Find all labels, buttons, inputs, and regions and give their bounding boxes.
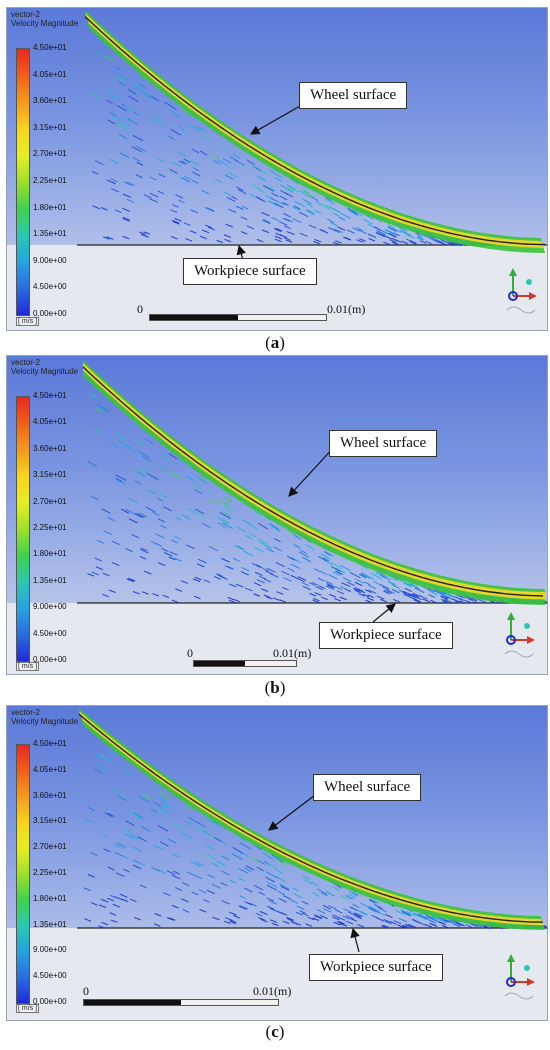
panel-a: vector-2 Velocity Magnitude 4.50e+01 4.05…	[6, 7, 548, 331]
scale-bar-start-b: 0	[187, 646, 193, 660]
legend-tick-label: 2.25e+01	[33, 176, 67, 185]
legend-tick-label: 2.70e+01	[33, 496, 67, 506]
legend-tick-label: 4.50e+01	[33, 43, 67, 52]
legend-tick-label: 1.80e+01	[33, 202, 67, 212]
caption-a: (a)	[265, 333, 285, 352]
legend-tick-label: 9.00e+00	[33, 945, 67, 955]
wheel-surface-label-a: Wheel surface	[299, 82, 408, 109]
wheel-band-outer	[83, 360, 545, 605]
wheel-surface-label-c: Wheel surface	[313, 774, 422, 801]
velocity-field-c	[7, 708, 547, 1020]
legend-tick-label: 0.00e+00	[33, 309, 67, 318]
legend-tick-label: 4.50e+00	[33, 628, 67, 638]
wheel-callout-arrow	[249, 101, 308, 135]
wheel-callout-arrow	[268, 791, 320, 831]
legend-subtitle-c: Velocity Magnitude	[11, 717, 79, 726]
caption-b: (b)	[264, 678, 286, 697]
color-legend-bar-a	[16, 48, 30, 316]
legend-tick-label: 4.05e+01	[33, 417, 67, 427]
legend-tick-label: 1.35e+01	[33, 919, 67, 929]
legend-unit-a: [ m/s ]	[16, 317, 40, 326]
legend-tick-label: 4.05e+01	[33, 764, 67, 774]
legend-tick-label: 1.80e+01	[33, 549, 67, 559]
scale-bar-end-c: 0.01(m)	[253, 984, 292, 998]
color-legend-bar-b	[16, 396, 30, 662]
scale-bar-end-b: 0.01(m)	[273, 646, 312, 660]
legend-tick-label: 2.70e+01	[33, 149, 67, 159]
wheel-band-outer	[79, 708, 545, 930]
scale-bar-start-c: 0	[83, 984, 89, 998]
legend-tick-label: 2.70e+01	[33, 842, 67, 852]
wheel-band-inner	[85, 13, 545, 248]
workpiece-surface-label-a: Workpiece surface	[183, 258, 317, 285]
axis-triad-icon-a	[506, 268, 537, 314]
workpiece-region	[7, 928, 547, 1020]
legend-title-c: vector-2	[11, 708, 40, 717]
scale-bar-c	[83, 999, 279, 1006]
wheel-surface-label-b: Wheel surface	[329, 430, 438, 457]
workpiece-callout-arrow	[350, 927, 360, 953]
wheel-surface-line	[84, 16, 546, 246]
scale-bar-b	[193, 660, 297, 667]
workpiece-callout-arrow	[372, 603, 396, 623]
legend-tick-label: 4.50e+00	[33, 971, 67, 981]
legend-unit-b: [ m/s ]	[16, 662, 40, 671]
legend-tick-label: 2.25e+01	[33, 523, 67, 532]
legend-unit-c: [ m/s ]	[16, 1004, 40, 1013]
axis-triad-icon-b	[504, 612, 535, 658]
velocity-field-b	[7, 360, 547, 674]
scale-bar-end-a: 0.01(m)	[327, 302, 366, 316]
legend-header-a: vector-2 Velocity Magnitude	[11, 10, 78, 28]
panel-c: vector-2 Velocity Magnitude 4.50e+01 4.05…	[6, 705, 548, 1021]
legend-tick-label: 3.15e+01	[33, 816, 67, 826]
wheel-band-outer	[85, 10, 545, 253]
legend-tick-label: 4.50e+01	[33, 391, 67, 400]
legend-tick-label: 3.15e+01	[33, 122, 67, 132]
caption-c: (c)	[265, 1022, 285, 1041]
legend-tick-label: 4.50e+00	[33, 282, 67, 292]
legend-tick-label: 9.00e+00	[33, 255, 67, 265]
color-legend-bar-c	[16, 744, 30, 1004]
workpiece-surface-label-b: Workpiece surface	[319, 622, 453, 649]
legend-tick-label: 1.35e+01	[33, 229, 67, 239]
legend-subtitle-b: Velocity Magnitude	[11, 367, 79, 376]
legend-tick-label: 1.80e+01	[33, 893, 67, 903]
legend-tick-label: 3.60e+01	[33, 443, 67, 453]
legend-tick-label: 2.25e+01	[33, 868, 67, 877]
wheel-callout-arrow	[288, 445, 336, 497]
wheel-surface-line	[82, 366, 544, 597]
workpiece-callout-arrow	[236, 244, 246, 261]
wheel-band-inner	[83, 363, 545, 600]
legend-tick-label: 3.60e+01	[33, 790, 67, 800]
axis-triad-icon-c	[504, 954, 535, 1000]
legend-header-b: vector-2 Velocity Magnitude	[11, 358, 78, 376]
legend-tick-label: 9.00e+00	[33, 602, 67, 612]
legend-title-b: vector-2	[11, 358, 40, 367]
legend-tick-label: 4.05e+01	[33, 69, 67, 79]
legend-title-a: vector-2	[11, 10, 40, 19]
panel-b: vector-2 Velocity Magnitude 4.50e+01 4.05…	[6, 355, 548, 675]
legend-tick-label: 3.60e+01	[33, 96, 67, 106]
legend-tick-label: 3.15e+01	[33, 470, 67, 480]
scale-bar-a	[149, 314, 327, 321]
legend-tick-label: 4.50e+01	[33, 739, 67, 748]
legend-tick-label: 1.35e+01	[33, 575, 67, 585]
legend-subtitle-a: Velocity Magnitude	[11, 19, 79, 28]
legend-tick-label: 0.00e+00	[33, 997, 67, 1006]
wheel-surface-line	[78, 713, 544, 923]
scale-bar-start-a: 0	[137, 302, 143, 316]
legend-tick-label: 0.00e+00	[33, 655, 67, 664]
velocity-vectors	[83, 724, 547, 930]
workpiece-surface-label-c: Workpiece surface	[309, 954, 443, 981]
legend-header-c: vector-2 Velocity Magnitude	[11, 708, 78, 726]
